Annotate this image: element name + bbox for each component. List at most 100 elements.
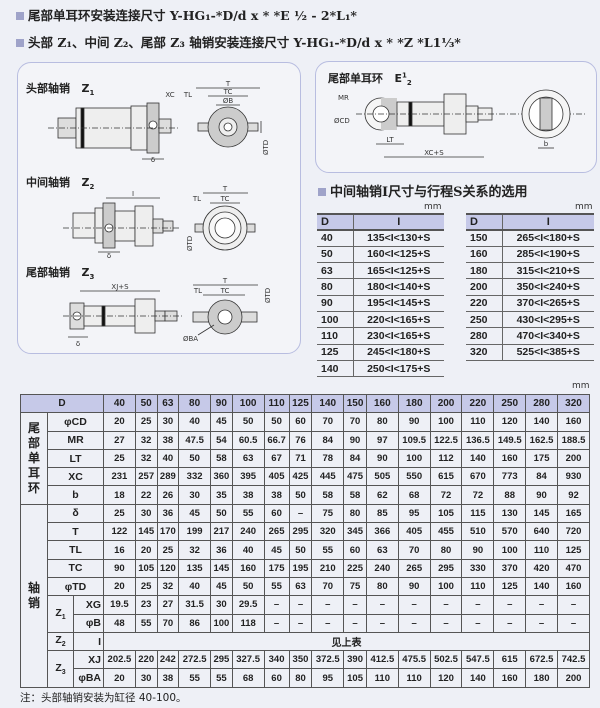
row-label: T: [47, 522, 104, 542]
value-cell: 145: [525, 503, 558, 524]
value-cell: 242: [156, 650, 180, 670]
value-cell: 100: [429, 576, 463, 597]
value-cell: 202.5: [103, 650, 136, 670]
value-cell: 390: [343, 650, 367, 670]
value-cell: 72: [429, 485, 463, 505]
value-cell: 55: [263, 576, 290, 597]
value-cell: 742.5: [556, 650, 591, 670]
value-cell: 160: [493, 668, 527, 688]
value-cell: 165: [556, 503, 591, 524]
column-header: 140: [311, 393, 345, 414]
value-cell: 320: [311, 522, 345, 542]
value-cell: 470: [556, 558, 591, 578]
value-cell: 88: [493, 485, 527, 505]
table-row: 80 180<I<140+S: [317, 278, 444, 296]
value-cell: 68: [397, 485, 431, 505]
value-cell: 58: [343, 485, 367, 505]
dim-t: T: [225, 80, 231, 88]
value-cell: 210: [311, 558, 345, 578]
dim-tl: TL: [183, 91, 192, 99]
group-z3: Z3: [47, 650, 74, 688]
bullet-icon: [16, 39, 24, 47]
bore-cell: 220: [466, 295, 502, 312]
value-cell: 50: [231, 412, 265, 432]
value-cell: 47.5: [178, 430, 212, 450]
selection-table-left: D I 40 135<I<130+S 50 160<I<125+S 63 165<I<125+…: [317, 213, 444, 378]
value-cell: 32: [178, 540, 212, 560]
dim-tl: TL: [193, 287, 202, 295]
value-cell: –: [365, 595, 399, 615]
value-cell: 199: [178, 522, 212, 542]
value-cell: 58: [311, 485, 345, 505]
value-cell: 30: [156, 412, 180, 432]
table-row: 100 220<I<165+S: [317, 311, 444, 329]
value-cell: 257: [134, 467, 158, 487]
value-cell: 35: [210, 485, 233, 505]
value-cell: 345: [343, 522, 367, 542]
column-header: 50: [134, 393, 158, 414]
dim-i: I: [132, 190, 134, 198]
heading-ear-mount: 尾部单耳环安装连接尺寸 Y-HG₁-*D/d x * *E ½ - 2*L₁*: [16, 8, 357, 23]
table-row: TL 16 20 25 32 36 40 45 50 55 60 63 70 80 90 100 110 125: [21, 540, 591, 560]
group-z2: Z2: [47, 631, 74, 652]
range-cell: 250<I<175+S: [352, 360, 444, 378]
bore-cell: 100: [317, 311, 353, 329]
value-cell: 289: [156, 467, 180, 487]
row-label: XG: [73, 595, 104, 615]
value-cell: 125: [556, 540, 591, 560]
value-cell: 70: [311, 412, 345, 432]
value-cell: 170: [156, 522, 180, 542]
value-cell: 25: [103, 503, 136, 524]
column-header: 180: [397, 393, 431, 414]
value-cell: 63: [365, 540, 399, 560]
value-cell: 231: [103, 467, 136, 487]
ear-cylinder-drawing: MR ØCD LT XC+S b: [334, 89, 586, 158]
value-cell: 90: [525, 485, 558, 505]
row-label: φBA: [73, 668, 104, 688]
value-cell: –: [429, 613, 463, 633]
value-cell: 110: [461, 412, 495, 432]
value-cell: 90: [365, 448, 399, 469]
pin-mount-drawings: 头部轴销 Z1 中间轴销 Z2 尾部轴销 Z3 XC TL T TC ØB δ …: [17, 62, 301, 354]
range-cell: 165<I<125+S: [352, 262, 444, 280]
value-cell: 80: [429, 540, 463, 560]
value-cell: 136.5: [461, 430, 495, 450]
bore-cell: 110: [317, 327, 353, 345]
value-cell: 60: [263, 503, 290, 524]
value-cell: 366: [365, 522, 399, 542]
range-cell: 430<I<295+S: [501, 311, 594, 329]
value-cell: 30: [178, 485, 212, 505]
bore-cell: 140: [317, 360, 353, 378]
value-cell: –: [288, 595, 313, 615]
value-cell: 265: [397, 558, 431, 578]
value-cell: 330: [461, 558, 495, 578]
table-row: b 18 22 26 30 35 38 38 50 58 58 62 68 72 72 88 90 92: [21, 485, 591, 505]
value-cell: 570: [493, 522, 527, 542]
value-cell: 45: [210, 576, 233, 597]
range-cell: 220<I<165+S: [352, 311, 444, 329]
value-cell: 25: [134, 412, 158, 432]
table-row: 90 195<I<145+S: [317, 295, 444, 312]
table-row: 50 160<I<125+S: [317, 246, 444, 264]
value-cell: –: [397, 613, 431, 633]
value-cell: 160: [556, 576, 591, 597]
value-cell: 327.5: [231, 650, 265, 670]
table-row: 220 370<I<265+S: [466, 295, 594, 312]
value-cell: 38: [156, 430, 180, 450]
value-cell: 140: [525, 412, 558, 432]
value-cell: 110: [365, 668, 399, 688]
value-cell: 135: [178, 558, 212, 578]
table-row: XC 231 257 289 332 360 395 405 425 445 475 505 550 61…: [21, 467, 591, 487]
value-cell: 40: [178, 412, 212, 432]
range-cell: 160<I<125+S: [352, 246, 444, 264]
table-row: Z3 XJ 202.5 220 242 272.5 295 327.5 340 350 372.5 3…: [21, 650, 591, 688]
table-row: Z2 I 见上表: [21, 631, 590, 652]
value-cell: 100: [493, 540, 527, 560]
value-cell: 72: [461, 485, 495, 505]
range-cell: 265<I<180+S: [501, 230, 594, 247]
table-row: 轴销 δ 25 30 36 45 50 55 60–75 80 85 95 105 115 130 145 16…: [20, 503, 591, 688]
value-cell: 295: [210, 650, 233, 670]
value-cell: 60: [263, 668, 290, 688]
range-cell: 195<I<145+S: [352, 295, 444, 312]
value-cell: 32: [156, 576, 180, 597]
